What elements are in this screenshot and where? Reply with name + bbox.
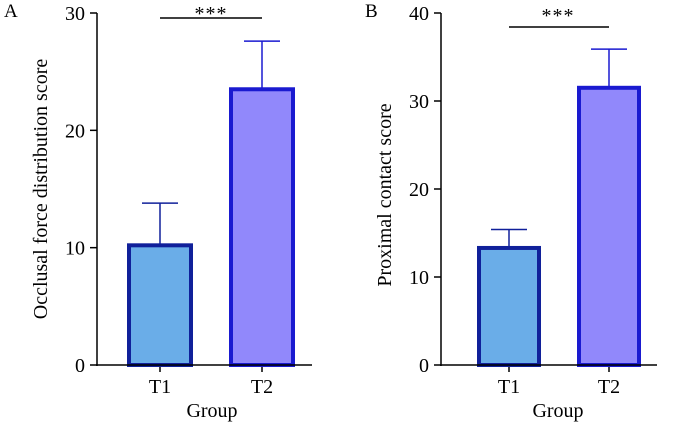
- panel-b-bars: [477, 85, 641, 368]
- panel-b-x-ticks: T1 T2: [498, 365, 620, 398]
- panel-a-error-bars: [142, 40, 280, 246]
- panel-a-y-ticks: 0 10 20 30: [65, 3, 97, 377]
- panel-a-x-axis-title: Group: [186, 400, 237, 422]
- panel-a-x-ticks: T1 T2: [149, 365, 273, 398]
- panel-b-y-ticks: 0 10 20 30 40: [409, 3, 441, 377]
- panel-b-y-tick-label-3: 30: [409, 91, 429, 113]
- panel-b-label: B: [365, 1, 378, 22]
- panel-b-y-tick-label-1: 10: [409, 267, 429, 289]
- panel-b-y-tick-label-4: 40: [409, 3, 429, 25]
- panel-b-x-tick-label-1: T2: [598, 376, 620, 398]
- panel-b-x-axis-title: Group: [532, 400, 583, 422]
- panel-b-significance-label: ***: [542, 5, 575, 27]
- panel-a-label: A: [4, 1, 18, 22]
- panel-b-x-tick-label-0: T1: [498, 376, 520, 398]
- panel-a-y-tick-label-0: 0: [75, 355, 85, 377]
- panel-a-y-tick-label-1: 10: [65, 238, 85, 260]
- panel-b-y-axis-title: Proximal contact score: [374, 103, 396, 286]
- panel-b: B Proximal contact score Group *** 0 10 20…: [365, 1, 657, 422]
- panel-b-bar-t2: [577, 85, 641, 368]
- panel-b-y-tick-label-2: 20: [409, 179, 429, 201]
- panel-a-y-tick-label-3: 30: [65, 3, 85, 25]
- panel-a-bars: [127, 87, 295, 368]
- panel-a: A Occlusal force distribution score Grou…: [4, 1, 312, 422]
- panel-a-bar-t2: [229, 87, 295, 368]
- panel-b-bar-t1: [477, 245, 541, 368]
- panel-a-x-tick-label-1: T2: [251, 376, 273, 398]
- panel-a-bar-t1: [127, 243, 193, 368]
- panel-a-y-tick-label-2: 20: [65, 120, 85, 142]
- panel-a-significance-label: ***: [195, 3, 228, 25]
- panel-a-x-tick-label-0: T1: [149, 376, 171, 398]
- panel-b-error-bars: [491, 48, 627, 248]
- panel-a-y-axis-title: Occlusal force distribution score: [30, 59, 52, 320]
- panel-b-y-tick-label-0: 0: [419, 355, 429, 377]
